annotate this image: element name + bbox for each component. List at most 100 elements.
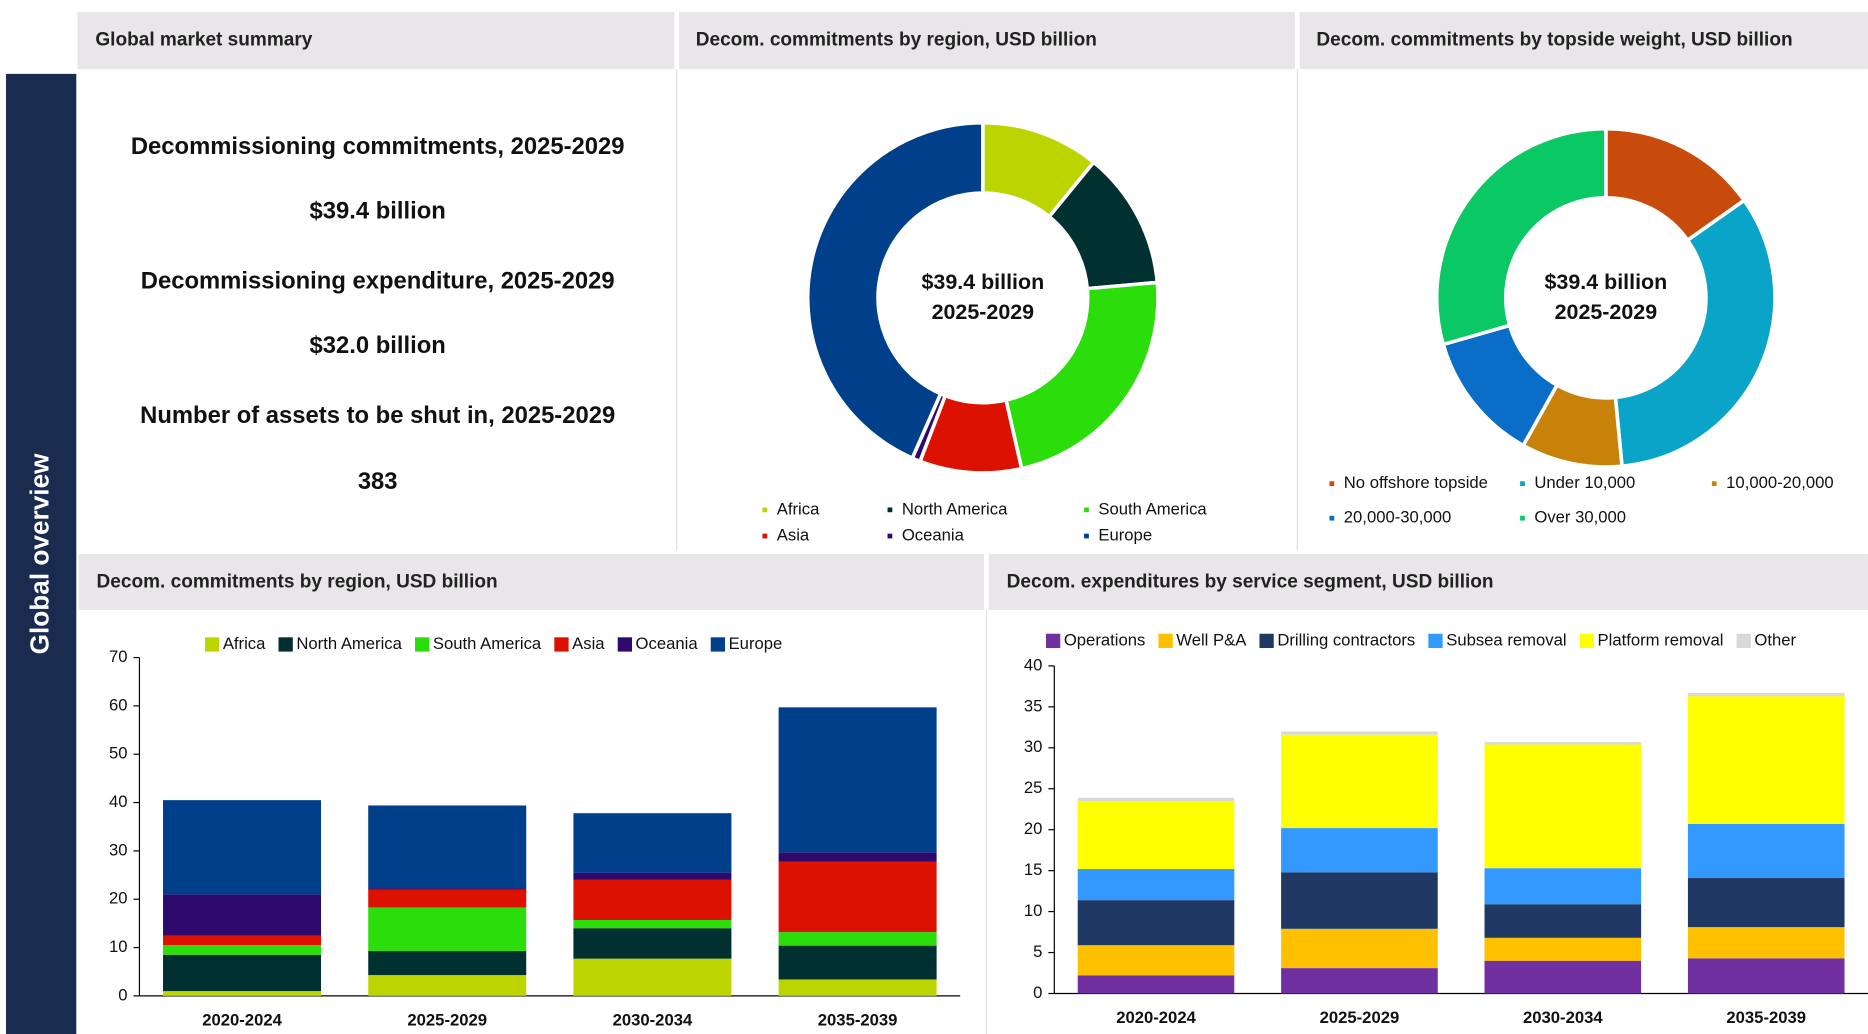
sidebar [6, 73, 77, 1034]
y-tick-label: 10 [1024, 901, 1043, 920]
legend-label: North America [902, 499, 1008, 518]
bar-segment [1281, 968, 1438, 994]
bar-segment [163, 945, 322, 955]
bar-segment [778, 945, 937, 980]
bar-segment [778, 979, 937, 996]
bar-segment [1281, 872, 1438, 929]
legend-swatch [415, 637, 430, 652]
bar-segment [1281, 928, 1438, 969]
bar-segment [1077, 869, 1235, 901]
bar-segment [368, 950, 527, 976]
donut-slice [1613, 197, 1777, 469]
bar-segment [1687, 692, 1845, 697]
bar-segment [1077, 900, 1235, 946]
x-tick-label: 2035-2039 [818, 1010, 898, 1029]
bar-segment [1687, 696, 1845, 824]
panel-header [679, 11, 1295, 70]
legend-swatch [1158, 633, 1173, 649]
summary-label: Number of assets to be shut in, 2025-202… [140, 402, 615, 429]
legend-swatch [1084, 507, 1089, 513]
panel-title: Global market summary [95, 30, 312, 51]
bar-segment [1687, 823, 1845, 879]
legend-swatch [887, 533, 893, 539]
bar-segment [163, 800, 322, 895]
legend-swatch [1736, 633, 1751, 649]
legend-label: Africa [223, 634, 266, 653]
donut-slice [805, 120, 985, 461]
legend-label: Well P&A [1176, 630, 1247, 649]
legend-label: Platform removal [1598, 630, 1724, 649]
legend-label: Europe [729, 634, 783, 653]
bar-segment [1484, 744, 1642, 869]
donut-center-label: $39.4 billion [1545, 270, 1668, 294]
bar-segment [778, 707, 937, 853]
panel-title: Decom. expenditures by service segment, … [1007, 572, 1494, 593]
summary-value: $32.0 billion [310, 332, 446, 359]
legend-swatch [1259, 633, 1274, 649]
donut-center-label: 2025-2029 [932, 300, 1035, 324]
y-tick-label: 0 [118, 985, 127, 1004]
y-tick-label: 50 [109, 744, 128, 763]
legend-label: Under 10,000 [1534, 473, 1635, 492]
bar-segment [1281, 731, 1438, 735]
legend-swatch [1711, 481, 1717, 487]
legend-swatch [762, 533, 768, 539]
legend-label: North America [296, 634, 402, 653]
bar-segment [573, 928, 732, 959]
bar-segment [1484, 868, 1642, 905]
bar-segment [163, 894, 322, 936]
bar-segment [1077, 975, 1235, 994]
panel-title: Decom. commitments by region, USD billio… [97, 572, 498, 593]
y-tick-label: 20 [109, 889, 128, 908]
legend-swatch [1084, 533, 1089, 539]
bar-segment [1281, 734, 1438, 829]
bar-segment [368, 907, 527, 951]
x-tick-label: 2020-2024 [1116, 1008, 1196, 1027]
legend-swatch [204, 637, 220, 652]
summary-value: $39.4 billion [310, 197, 446, 224]
bar-segment [1484, 937, 1642, 961]
donut-center-label: 2025-2029 [1555, 300, 1658, 324]
legend-swatch [554, 637, 569, 652]
summary-label: Decommissioning commitments, 2025-2029 [131, 133, 625, 160]
y-tick-label: 30 [109, 840, 128, 859]
bar-segment [573, 958, 732, 996]
bar-segment [1077, 797, 1235, 802]
y-tick-label: 40 [109, 792, 128, 811]
bar-segment [1077, 945, 1235, 976]
x-tick-label: 2035-2039 [1726, 1008, 1806, 1027]
legend-swatch [617, 637, 632, 652]
bar-segment [1484, 904, 1642, 938]
panel-header [988, 553, 1868, 610]
x-tick-label: 2030-2034 [1523, 1008, 1603, 1027]
summary-label: Decommissioning expenditure, 2025-2029 [141, 268, 615, 295]
bar-segment [573, 920, 732, 929]
bar-segment [1687, 958, 1845, 994]
x-tick-label: 2030-2034 [613, 1010, 693, 1029]
legend-label: Oceania [902, 525, 965, 544]
donut-slice [1003, 280, 1160, 471]
legend-swatch [278, 637, 293, 652]
legend-label: Asia [572, 634, 605, 653]
legend-swatch [1045, 633, 1061, 649]
y-tick-label: 0 [1033, 983, 1042, 1002]
legend-label: Other [1754, 630, 1796, 649]
summary-value: 383 [358, 468, 398, 495]
x-tick-label: 2020-2024 [202, 1010, 282, 1029]
legend-label: Operations [1064, 630, 1145, 649]
y-tick-label: 10 [109, 937, 128, 956]
legend-swatch [1579, 633, 1594, 649]
panel-title: Decom. commitments by topside weight, US… [1316, 30, 1792, 51]
bar-segment [778, 852, 937, 862]
bar-segment [1484, 960, 1642, 994]
legend-swatch [762, 507, 768, 513]
legend-label: Subsea removal [1446, 630, 1566, 649]
y-tick-label: 5 [1033, 942, 1042, 961]
legend-label: Oceania [636, 634, 699, 653]
y-tick-label: 35 [1024, 696, 1043, 715]
panel-title: Decom. commitments by region, USD billio… [696, 30, 1097, 51]
bar-segment [573, 872, 732, 880]
panel-header [1299, 11, 1868, 70]
y-tick-label: 15 [1024, 860, 1043, 879]
